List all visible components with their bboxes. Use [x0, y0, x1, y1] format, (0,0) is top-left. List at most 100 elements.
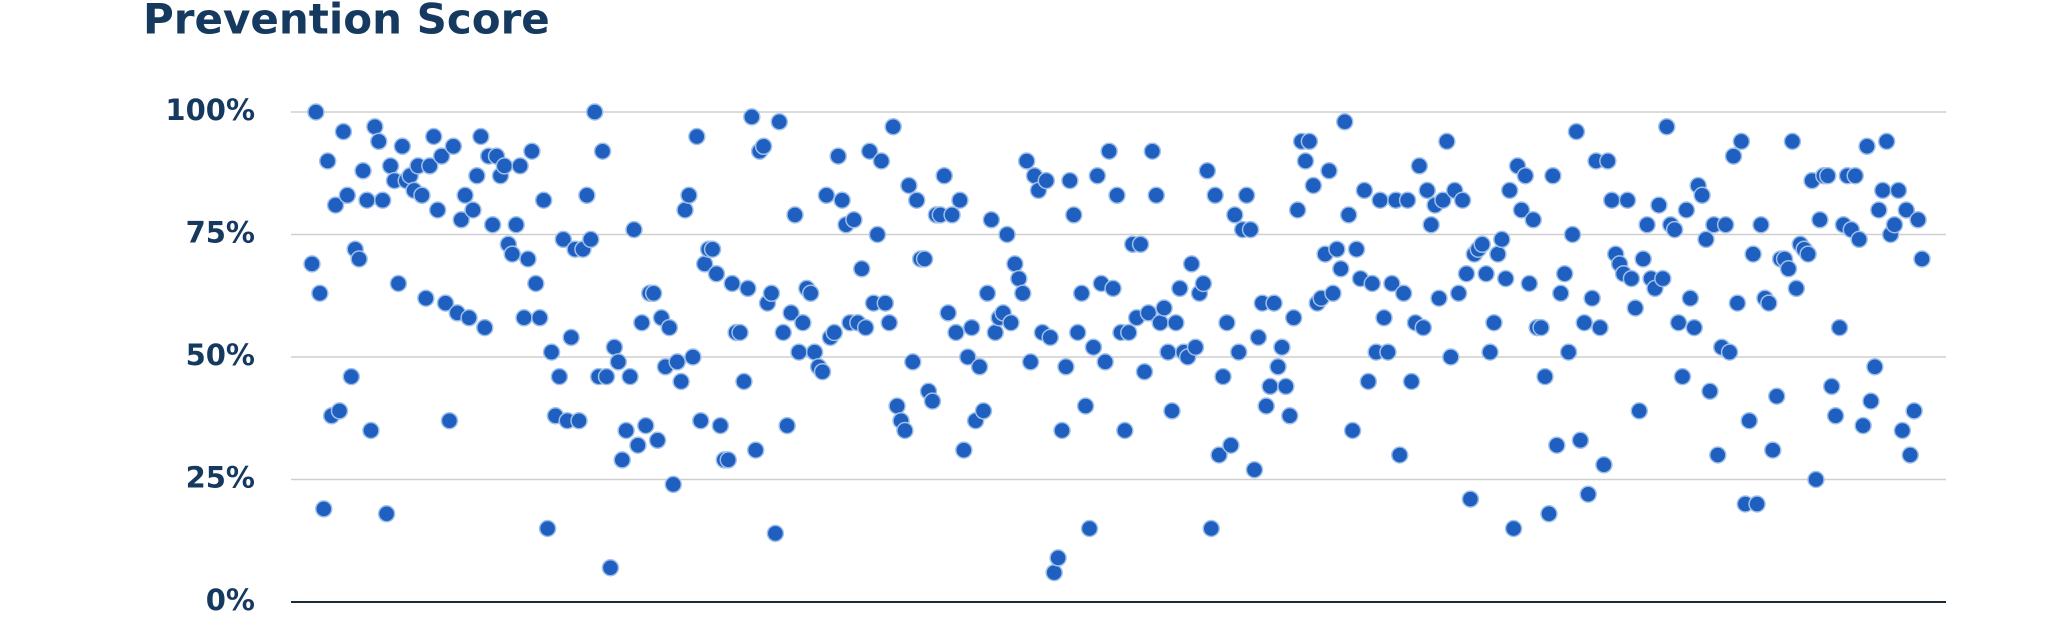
point	[1332, 260, 1350, 278]
point	[947, 323, 965, 342]
point	[1214, 367, 1232, 386]
point	[1579, 485, 1597, 503]
point	[868, 225, 887, 244]
point	[943, 206, 961, 224]
point	[1273, 338, 1291, 356]
point	[1591, 318, 1609, 337]
point	[342, 367, 361, 386]
point	[468, 166, 486, 185]
point	[648, 431, 667, 450]
point	[1850, 230, 1868, 249]
point	[676, 201, 694, 219]
point	[1383, 274, 1401, 293]
point	[1512, 201, 1531, 219]
point	[1096, 353, 1114, 371]
point	[915, 250, 934, 268]
point	[1390, 446, 1409, 464]
point	[1516, 166, 1535, 185]
point	[1846, 166, 1864, 185]
point	[1783, 132, 1802, 151]
point	[515, 309, 533, 327]
point	[1716, 215, 1735, 234]
point	[1434, 191, 1452, 209]
point	[959, 348, 977, 366]
point	[1245, 460, 1264, 479]
point	[1807, 470, 1825, 489]
point	[601, 558, 620, 577]
point	[986, 323, 1005, 342]
point	[782, 304, 800, 322]
point	[1567, 122, 1586, 141]
point	[1053, 421, 1071, 440]
point	[621, 367, 639, 386]
point	[585, 103, 604, 121]
point	[413, 186, 431, 205]
point	[1328, 240, 1346, 258]
point	[766, 524, 785, 543]
point	[531, 309, 549, 327]
y-tick-label: 50%	[186, 338, 255, 372]
point	[1744, 245, 1762, 263]
point	[338, 186, 357, 205]
point	[538, 519, 557, 538]
point	[1764, 441, 1782, 459]
point	[672, 372, 690, 391]
point	[1104, 279, 1122, 298]
point	[923, 392, 942, 410]
point	[1363, 274, 1381, 293]
point	[1873, 181, 1892, 200]
point	[1143, 142, 1162, 160]
point	[1693, 186, 1711, 205]
point	[1017, 152, 1036, 170]
point	[1540, 505, 1558, 523]
point	[366, 117, 384, 136]
y-tick-label: 25%	[186, 461, 255, 495]
point	[1638, 215, 1656, 234]
point	[1740, 411, 1758, 430]
point	[637, 416, 655, 435]
point	[1854, 416, 1872, 435]
point	[1014, 284, 1032, 303]
point	[1504, 519, 1523, 538]
point	[1618, 191, 1637, 209]
point	[1603, 191, 1621, 209]
point	[1449, 284, 1468, 303]
point	[951, 191, 969, 209]
point	[743, 108, 761, 126]
point	[1752, 215, 1770, 234]
point	[833, 191, 851, 209]
point	[1226, 206, 1244, 224]
point	[1163, 402, 1181, 420]
point	[1108, 186, 1126, 205]
point	[1167, 313, 1185, 332]
point	[1489, 245, 1507, 263]
point	[900, 176, 918, 195]
point	[1265, 294, 1283, 312]
point	[307, 103, 325, 121]
point	[1473, 235, 1491, 254]
point	[1041, 328, 1059, 347]
point	[1760, 294, 1778, 312]
point	[421, 157, 439, 175]
point	[731, 323, 749, 342]
point	[1049, 549, 1067, 567]
point	[974, 402, 993, 420]
point	[746, 441, 765, 459]
point	[856, 318, 875, 337]
point	[1858, 137, 1876, 156]
point	[1524, 211, 1542, 229]
point	[362, 421, 380, 440]
point	[1037, 171, 1056, 190]
point	[1563, 225, 1582, 244]
point	[1830, 318, 1849, 337]
point	[326, 196, 345, 214]
point	[417, 289, 435, 307]
point	[1155, 299, 1173, 317]
point	[1913, 250, 1931, 268]
point	[617, 421, 635, 440]
point	[373, 191, 392, 209]
point	[1116, 421, 1134, 440]
point	[884, 117, 902, 136]
point	[370, 132, 388, 151]
